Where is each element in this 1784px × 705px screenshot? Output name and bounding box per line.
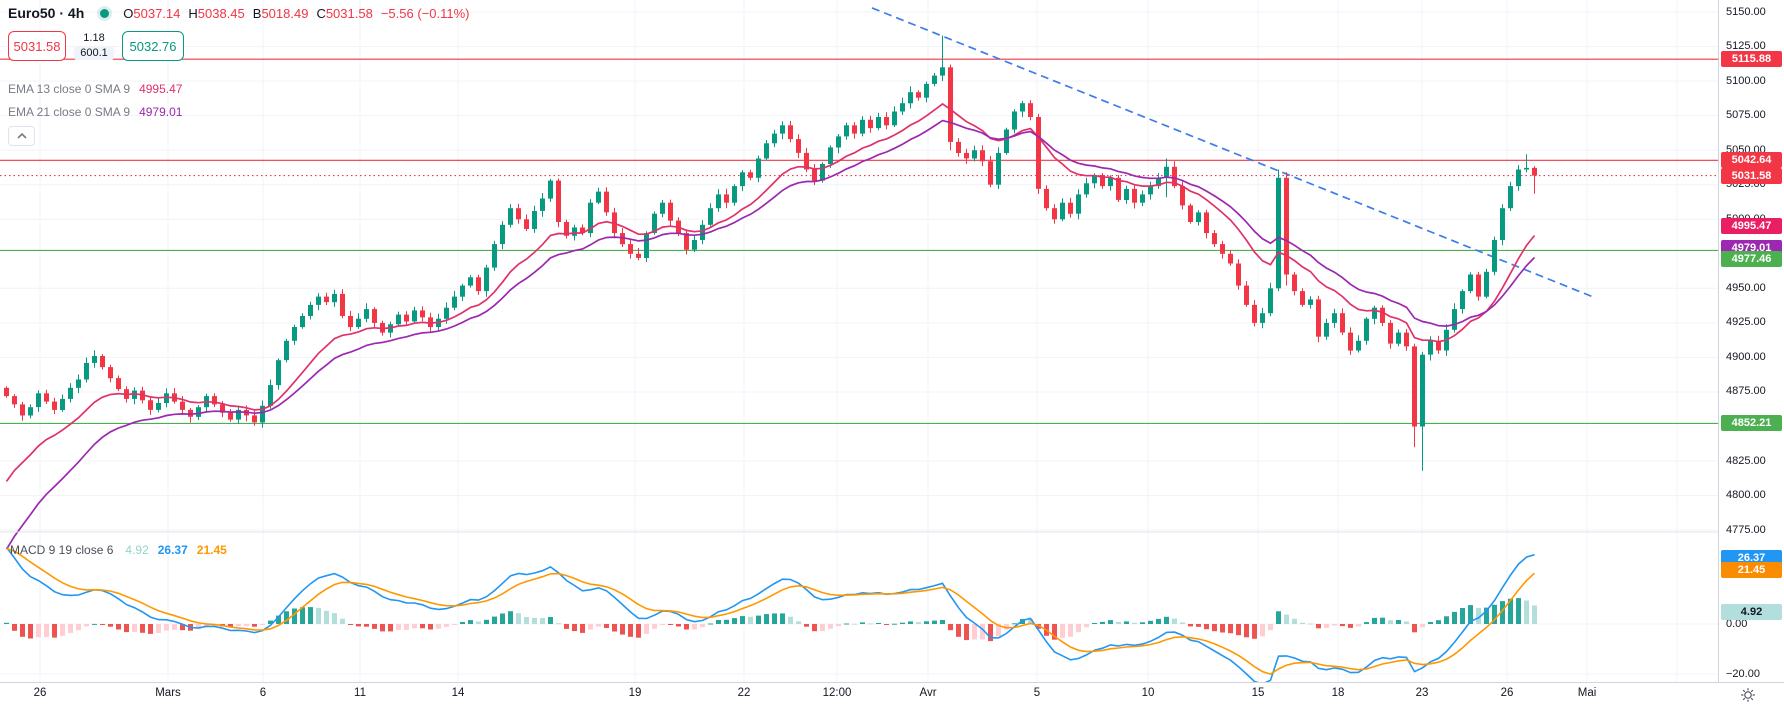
macd-line bbox=[5, 546, 1535, 685]
price-axis-badge: 4852.21 bbox=[1721, 415, 1782, 432]
price-tick-label: 4800.00 bbox=[1726, 489, 1766, 502]
price-change: −5.56 (−0.11%) bbox=[380, 5, 470, 21]
ema13-legend[interactable]: EMA 13 close 0 SMA 9 4995.47 bbox=[8, 82, 182, 96]
price-tick-label: 4900.00 bbox=[1726, 350, 1766, 363]
price-tick-label: 4875.00 bbox=[1726, 385, 1766, 398]
ema21-line[interactable] bbox=[5, 119, 1536, 550]
collapse-legend-button[interactable] bbox=[8, 126, 35, 146]
macd-tick-label: −20.00 bbox=[1726, 667, 1760, 680]
price-axis[interactable]: 5150.00 5125.00 5100.00 5075.00 5050.00 5025.… bbox=[1718, 0, 1784, 682]
macd-axis-badge: 4.92 bbox=[1721, 603, 1782, 620]
time-label: 10 bbox=[1141, 687, 1155, 699]
ohlc-high: H5038.45 bbox=[188, 5, 245, 21]
market-status-dot-icon[interactable] bbox=[100, 8, 110, 18]
macd-signal-line bbox=[6, 547, 1536, 675]
ema21-value: 4979.01 bbox=[139, 105, 183, 119]
time-label: 18 bbox=[1331, 687, 1345, 699]
macd-label: MACD 9 19 close 6 bbox=[10, 543, 114, 557]
symbol-title[interactable]: Euro50 · 4h bbox=[8, 5, 85, 21]
price-axis-badge: 5031.58 bbox=[1721, 167, 1782, 184]
time-label: 14 bbox=[451, 687, 465, 699]
ema21-legend[interactable]: EMA 21 close 0 SMA 9 4979.01 bbox=[8, 105, 182, 119]
sell-bid-button[interactable]: 5031.58 bbox=[8, 31, 66, 61]
price-axis-badge: 4995.47 bbox=[1721, 217, 1782, 234]
time-label: 12:00 bbox=[822, 687, 852, 699]
price-axis-badge: 4977.46 bbox=[1721, 251, 1782, 268]
grid bbox=[0, 0, 1718, 682]
spread-column: 1.18 600.1 bbox=[70, 32, 118, 60]
buy-ask-button[interactable]: 5032.76 bbox=[122, 31, 184, 61]
time-label: Mars bbox=[155, 687, 181, 699]
ema13-value: 4995.47 bbox=[139, 82, 183, 96]
axis-settings-gear-icon[interactable] bbox=[1740, 687, 1756, 703]
ema13-line[interactable] bbox=[5, 102, 1536, 482]
time-label: 22 bbox=[737, 687, 751, 699]
ohlc-close: C5031.58 bbox=[316, 5, 373, 21]
macd-histogram bbox=[4, 598, 1537, 642]
price-tick-label: 4775.00 bbox=[1726, 523, 1766, 536]
price-tick-label: 5125.00 bbox=[1726, 40, 1766, 53]
macd-tick-label: 0.00 bbox=[1726, 617, 1748, 630]
ohlc-low: B5018.49 bbox=[252, 5, 309, 21]
time-label: 11 bbox=[354, 687, 366, 699]
macd-main-value: 26.37 bbox=[157, 543, 188, 557]
macd-axis-badge: 21.45 bbox=[1721, 562, 1782, 579]
price-tick-label: 4950.00 bbox=[1726, 281, 1766, 294]
price-tick-label: 4925.00 bbox=[1726, 316, 1766, 329]
time-label: 26 bbox=[1500, 687, 1514, 699]
time-label: 19 bbox=[628, 687, 642, 699]
time-axis[interactable]: 26 Mars 6 11 14 19 22 12:00 Avr 5 10 15 18 23 26 Mai bbox=[0, 682, 1784, 705]
price-axis-badge: 5042.64 bbox=[1721, 152, 1782, 169]
spread-value: 1.18 bbox=[83, 32, 105, 44]
macd-axis-badge: 26.37 bbox=[1721, 550, 1782, 567]
time-label: Avr bbox=[919, 687, 937, 699]
time-label: 5 bbox=[1033, 687, 1041, 699]
ema21-label: EMA 21 close 0 SMA 9 bbox=[8, 105, 131, 119]
ema13-label: EMA 13 close 0 SMA 9 bbox=[8, 82, 131, 96]
order-panel: 5031.58 1.18 600.1 5032.76 bbox=[8, 31, 184, 61]
time-label: 26 bbox=[33, 687, 47, 699]
macd-hist-value: 4.92 bbox=[125, 543, 149, 557]
time-label: 6 bbox=[259, 687, 267, 699]
time-label: 15 bbox=[1251, 687, 1265, 699]
macd-legend[interactable]: MACD 9 19 close 6 4.92 26.37 21.45 bbox=[10, 543, 227, 557]
time-label: Mai bbox=[1577, 687, 1597, 699]
symbol-legend: Euro50 · 4h O5037.14 H5038.45 B5018.49 C… bbox=[8, 5, 469, 21]
price-tick-label: 5075.00 bbox=[1726, 109, 1766, 122]
price-tick-label: 5100.00 bbox=[1726, 74, 1766, 87]
price-axis-badge: 5115.88 bbox=[1721, 51, 1782, 68]
time-label: 23 bbox=[1415, 687, 1429, 699]
price-tick-label: 5150.00 bbox=[1726, 5, 1766, 18]
horizontal-levels[interactable] bbox=[0, 58, 1718, 424]
chevron-up-icon bbox=[16, 133, 27, 139]
macd-signal-value: 21.45 bbox=[196, 543, 227, 557]
ohlc-open: O5037.14 bbox=[123, 5, 181, 21]
order-size-field[interactable]: 600.1 bbox=[74, 46, 114, 60]
price-tick-label: 4825.00 bbox=[1726, 454, 1766, 467]
candles bbox=[4, 35, 1537, 471]
